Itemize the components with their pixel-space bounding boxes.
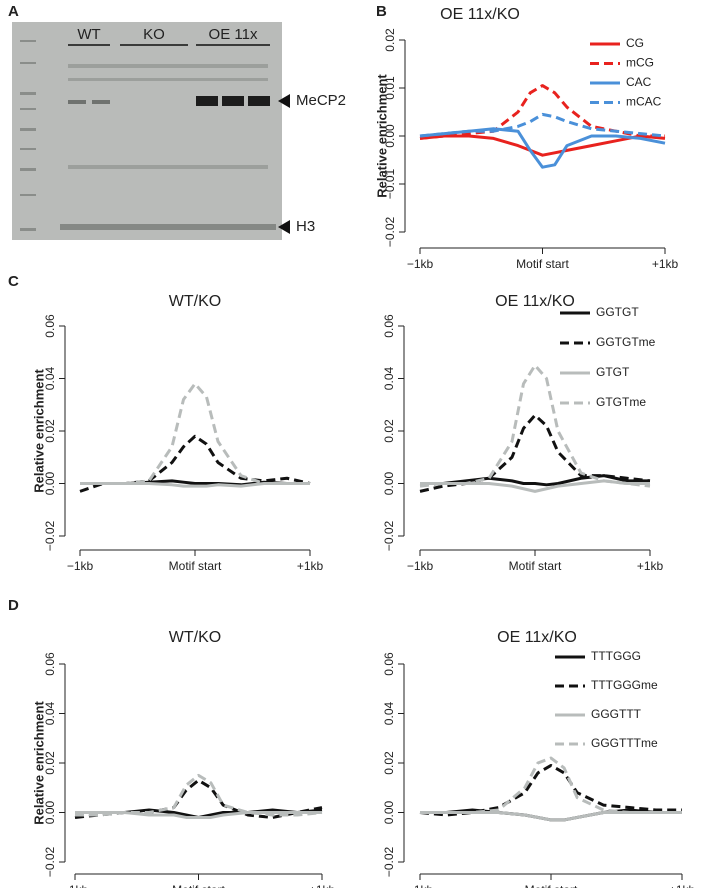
blot-group: KO <box>143 26 165 43</box>
x-tick-label: +1kb <box>637 559 664 573</box>
y-tick-label: 0.00 <box>43 800 57 824</box>
y-tick-label: 0.00 <box>382 800 396 824</box>
chart-title: OE 11x/KO <box>495 293 575 310</box>
y-tick-label: −0.02 <box>383 216 397 247</box>
y-tick-label: 0.04 <box>382 366 396 390</box>
y-tick-label: 0.06 <box>382 314 396 338</box>
y-tick-label: 0.06 <box>382 652 396 676</box>
legend-label: GGGTTT <box>591 707 642 721</box>
x-tick-label: −1kb <box>407 559 434 573</box>
x-tick-label: −1kb <box>407 257 434 271</box>
legend-label: GTGTme <box>596 395 646 409</box>
legend-label: CAC <box>626 75 652 89</box>
legend-label: GTGT <box>596 365 630 379</box>
y-tick-label: 0.02 <box>382 419 396 443</box>
x-tick-label: +1kb <box>669 883 696 888</box>
legend-label: CG <box>626 36 644 50</box>
x-tick-label: Motif start <box>169 559 222 573</box>
legend-label: GGTGT <box>596 305 639 319</box>
y-tick-label: 0.00 <box>382 471 396 495</box>
legend-label: mCAC <box>626 95 662 109</box>
y-axis-label: Relative enrichment <box>374 74 389 198</box>
chart-title: OE 11x/KO <box>440 6 520 23</box>
x-tick-label: Motif start <box>509 559 562 573</box>
y-tick-label: −0.02 <box>382 520 396 551</box>
series-line <box>419 363 651 488</box>
x-tick-label: +1kb <box>297 559 324 573</box>
blot-group: OE 11x <box>209 26 258 43</box>
blot-group: WT <box>77 26 100 43</box>
y-tick-label: 0.02 <box>383 28 397 52</box>
chart-title: OE 11x/KO <box>497 629 577 646</box>
blot-marker: MeCP2 <box>296 92 346 109</box>
y-tick-label: 0.04 <box>43 366 57 390</box>
panel-label: A <box>8 3 19 20</box>
legend-label: TTTGGGme <box>591 678 658 692</box>
y-tick-label: 0.06 <box>43 652 57 676</box>
legend-label: GGGTTTme <box>591 736 658 750</box>
panel-label: D <box>8 597 19 614</box>
series-line <box>419 84 665 140</box>
y-tick-label: 0.02 <box>43 419 57 443</box>
x-tick-label: −1kb <box>67 559 94 573</box>
y-tick-label: 0.01 <box>383 76 397 100</box>
x-tick-label: Motif start <box>516 257 569 271</box>
chart-title: WT/KO <box>169 629 221 646</box>
y-tick-label: 0.02 <box>43 751 57 775</box>
series-line <box>75 773 323 817</box>
legend-label: mCG <box>626 56 654 70</box>
series-line <box>80 382 310 485</box>
panel-label: B <box>376 3 387 20</box>
y-tick-label: 0.00 <box>43 471 57 495</box>
x-tick-label: −1kb <box>407 883 434 888</box>
y-tick-label: 0.00 <box>383 124 397 148</box>
x-tick-label: −1kb <box>62 883 89 888</box>
y-tick-label: −0.02 <box>382 846 396 877</box>
series-line <box>419 134 666 157</box>
x-tick-label: +1kb <box>652 257 679 271</box>
series-line <box>419 413 651 493</box>
y-tick-label: 0.04 <box>43 701 57 725</box>
legend-label: GGTGTme <box>596 335 656 349</box>
western-blot <box>12 22 290 240</box>
y-tick-label: 0.04 <box>382 701 396 725</box>
y-tick-label: −0.02 <box>43 520 57 551</box>
legend-label: TTTGGG <box>591 649 641 663</box>
panel-label: C <box>8 273 19 290</box>
x-tick-label: Motif start <box>525 883 578 888</box>
series-line <box>420 474 650 487</box>
y-tick-label: −0.01 <box>383 168 397 199</box>
blot-marker: H3 <box>296 218 315 235</box>
series-line <box>419 763 682 817</box>
y-tick-label: 0.02 <box>382 751 396 775</box>
y-axis-label: Relative enrichment <box>31 701 46 825</box>
chart-title: WT/KO <box>169 293 221 310</box>
y-tick-label: 0.06 <box>43 314 57 338</box>
x-tick-label: Motif start <box>172 883 225 888</box>
y-axis-label: Relative enrichment <box>31 369 46 493</box>
series-line <box>420 756 682 814</box>
series-line <box>419 112 666 138</box>
y-tick-label: −0.02 <box>43 846 57 877</box>
x-tick-label: +1kb <box>309 883 336 888</box>
